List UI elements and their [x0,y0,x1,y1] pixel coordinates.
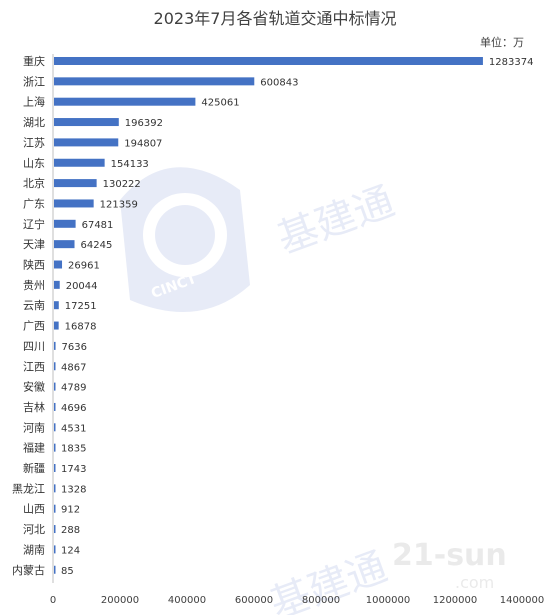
category-label-9: 天津 [23,238,45,251]
watermark: CINCT 基建通 基建通 21-sun .com [120,167,507,615]
x-tick-label-0: 0 [50,595,56,606]
category-label-19: 福建 [23,441,45,455]
bar-25 [54,565,56,574]
bars [54,57,483,574]
category-label-2: 上海 [23,95,45,109]
value-label-24: 124 [61,545,80,556]
value-label-12: 17251 [65,301,97,312]
x-axis-ticks: 0 200000 400000 600000 800000 1000000 1200000 1… [50,595,544,606]
value-label-13: 16878 [65,322,97,333]
category-label-5: 山东 [23,157,45,170]
value-label-10: 26961 [68,261,100,272]
value-labels: 1283374 600843 425061 196392 194807 154133 130… [61,57,533,577]
bar-16 [54,382,56,391]
value-label-20: 1743 [61,464,86,475]
bar-23 [54,525,56,534]
value-label-5: 154133 [111,159,149,170]
value-label-6: 130222 [103,179,141,190]
bar-2 [54,97,196,106]
bar-5 [54,158,105,167]
value-label-1: 600843 [260,77,298,88]
category-labels: 重庆浙江上海湖北江苏山东北京广东辽宁天津陕西贵州云南广西四川江西安徽吉林河南福建… [12,54,45,577]
category-label-25: 内蒙古 [12,563,45,577]
bar-21 [54,484,56,493]
category-label-21: 黑龙江 [12,482,45,495]
value-label-0: 1283374 [489,57,534,68]
value-label-15: 4867 [61,362,86,373]
x-tick-label-7: 1400000 [500,595,545,606]
value-label-18: 4531 [61,423,86,434]
bar-3 [54,118,119,127]
bar-17 [54,402,56,411]
category-label-11: 贵州 [23,279,45,292]
watermark-21sun: 21-sun [392,538,507,573]
bar-1 [54,77,255,86]
category-label-15: 江西 [23,360,45,373]
bar-8 [54,219,76,228]
chart-title: 2023年7月各省轨道交通中标情况 [154,9,397,28]
bar-19 [54,443,56,452]
value-label-8: 67481 [82,220,114,231]
category-label-1: 浙江 [23,75,45,88]
value-label-4: 194807 [124,138,162,149]
x-tick-label-1: 200000 [101,595,139,606]
watermark-com: .com [455,573,494,592]
value-label-23: 288 [61,525,80,536]
value-label-7: 121359 [100,199,138,210]
bar-7 [54,199,94,208]
x-tick-label-3: 600000 [235,595,273,606]
category-label-23: 河北 [23,523,45,536]
category-label-13: 广西 [23,320,45,333]
category-label-4: 江苏 [23,136,45,149]
bar-20 [54,464,56,472]
unit-label: 单位：万 [480,35,524,49]
category-label-3: 湖北 [23,116,45,129]
watermark-jjt-1: 基建通 [272,178,400,262]
value-label-14: 7636 [62,342,87,353]
category-label-10: 陕西 [23,258,45,272]
bar-10 [54,260,63,269]
category-label-12: 云南 [23,299,45,312]
value-label-2: 425061 [201,98,239,109]
bar-4 [54,138,119,147]
category-label-14: 四川 [23,340,45,353]
value-label-16: 4789 [61,383,86,394]
category-label-8: 辽宁 [23,217,45,231]
value-label-11: 20044 [66,281,98,292]
bar-0 [54,57,483,65]
value-label-9: 64245 [81,240,113,251]
bar-24 [54,545,56,554]
category-label-18: 河南 [23,421,45,434]
value-label-22: 912 [61,505,80,516]
x-tick-label-5: 1000000 [366,595,411,606]
category-label-16: 安徽 [23,380,45,394]
category-label-0: 重庆 [23,54,45,68]
bar-18 [54,423,56,432]
value-label-3: 196392 [125,118,163,129]
bar-22 [54,504,56,513]
bar-14 [54,341,56,350]
category-label-6: 北京 [23,176,45,190]
category-label-20: 新疆 [23,461,45,475]
bar-12 [54,301,59,310]
bar-15 [54,362,56,371]
category-label-22: 山西 [23,503,45,516]
x-tick-label-6: 1200000 [433,595,478,606]
value-label-25: 85 [61,566,74,577]
bar-6 [54,179,97,188]
cinct-logo: CINCT [120,167,250,312]
bar-13 [54,321,59,330]
category-label-24: 湖南 [23,543,45,556]
value-label-19: 1835 [61,444,86,455]
category-label-17: 吉林 [23,400,45,414]
x-tick-label-4: 800000 [302,595,340,606]
category-label-7: 广东 [23,197,45,210]
value-label-17: 4696 [61,403,86,414]
value-label-21: 1328 [61,484,86,495]
bar-9 [54,240,75,249]
bar-11 [54,280,60,289]
x-tick-label-2: 400000 [168,595,206,606]
